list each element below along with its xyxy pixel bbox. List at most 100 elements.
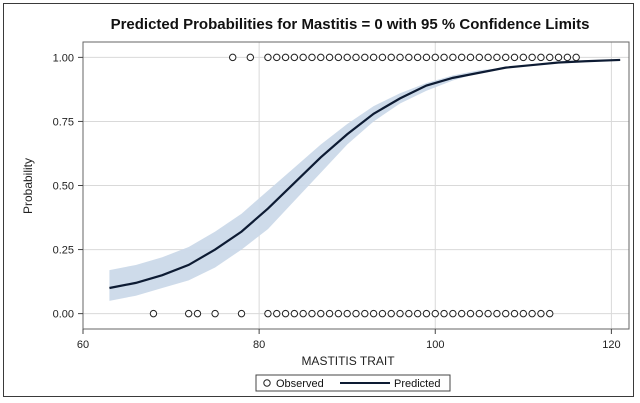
observed-point [484, 53, 492, 62]
observed-point [193, 309, 202, 318]
observed-point [229, 53, 237, 62]
x-axis-label: MASTITIS TRAIT [301, 354, 395, 368]
observed-point [528, 309, 536, 318]
y-axis-ticks: 0.00 0.25 0.50 0.75 1.00 [53, 52, 83, 321]
observed-point [299, 53, 307, 62]
observed-point [343, 53, 351, 62]
observed-point [325, 309, 334, 318]
y-tick-label: 0.00 [53, 309, 74, 321]
observed-point [422, 309, 431, 318]
observed-point [273, 309, 281, 318]
observed-point [484, 309, 492, 318]
confidence-band [109, 59, 621, 301]
observed-point [563, 53, 572, 62]
observed-point [317, 53, 325, 62]
observed-point [343, 309, 351, 318]
y-tick-label: 0.75 [53, 116, 74, 128]
x-tick-label: 100 [426, 339, 444, 351]
observed-point [413, 309, 422, 318]
observed-point [528, 53, 536, 62]
observed-point [396, 309, 404, 318]
observed-point [493, 309, 501, 318]
observed-point [325, 53, 334, 62]
observed-point [572, 53, 580, 62]
observed-point [493, 53, 501, 62]
observed-point [369, 53, 378, 62]
observed-point [264, 309, 272, 318]
observed-point [378, 53, 387, 62]
observed-point [554, 53, 563, 62]
observed-point [431, 309, 439, 318]
observed-point [352, 53, 360, 62]
observed-point [281, 309, 290, 318]
observed-point [475, 309, 483, 318]
observed-point [546, 53, 554, 62]
observed-point [290, 53, 299, 62]
observed-point [537, 53, 545, 62]
observed-point [334, 53, 343, 62]
x-axis-ticks: 60 80 100 120 [77, 329, 621, 351]
observed-point [546, 309, 554, 318]
observed-point [502, 309, 510, 318]
observed-point [475, 53, 483, 62]
observed-point [184, 309, 193, 318]
observed-point [237, 309, 246, 318]
legend-predicted-label: Predicted [394, 378, 440, 390]
observed-point [264, 53, 272, 62]
x-tick-label: 60 [77, 339, 89, 351]
observed-point [449, 309, 457, 318]
x-tick-label: 120 [602, 339, 620, 351]
observed-point [308, 309, 316, 318]
x-tick-label: 80 [253, 339, 265, 351]
observed-point [361, 309, 369, 318]
observed-point [466, 53, 475, 62]
observed-point [273, 53, 281, 62]
observed-point [457, 53, 466, 62]
observed-point [308, 53, 316, 62]
observed-point [502, 53, 510, 62]
observed-point [457, 309, 466, 318]
observed-point [352, 309, 360, 318]
observed-point [299, 309, 307, 318]
confidence-band-layer [109, 59, 621, 301]
observed-point [466, 309, 475, 318]
observed-point [149, 309, 158, 318]
y-tick-label: 0.50 [53, 181, 74, 193]
observed-point [405, 53, 413, 62]
legend-observed-marker [263, 379, 271, 387]
y-tick-label: 0.25 [53, 245, 74, 257]
observed-point [246, 53, 255, 62]
observed-point [334, 309, 343, 318]
observed-point [396, 53, 404, 62]
observed-point [413, 53, 422, 62]
observed-point [519, 53, 528, 62]
observed-point [317, 309, 325, 318]
y-tick-label: 1.00 [53, 52, 74, 64]
observed-point [431, 53, 439, 62]
observed-point [361, 53, 369, 62]
observed-point [537, 309, 545, 318]
observed-point [387, 309, 395, 318]
observed-point [378, 309, 387, 318]
predicted-line-layer [109, 58, 621, 290]
legend: Observed Predicted [255, 374, 451, 392]
observed-point [405, 309, 413, 318]
legend-observed-label: Observed [276, 378, 324, 390]
y-axis-label: Probability [21, 158, 35, 214]
observed-points-layer [149, 53, 580, 318]
observed-point [510, 53, 519, 62]
observed-point [387, 53, 395, 62]
observed-point [281, 53, 290, 62]
chart-frame [3, 3, 634, 397]
observed-point [510, 309, 519, 318]
observed-point [440, 309, 448, 318]
observed-point [211, 309, 219, 318]
observed-point [290, 309, 299, 318]
observed-point [422, 53, 431, 62]
chart-title: Predicted Probabilities for Mastitis = 0… [111, 16, 590, 33]
observed-point [440, 53, 448, 62]
observed-point [519, 309, 528, 318]
predicted-line [109, 58, 621, 290]
observed-point [369, 309, 378, 318]
